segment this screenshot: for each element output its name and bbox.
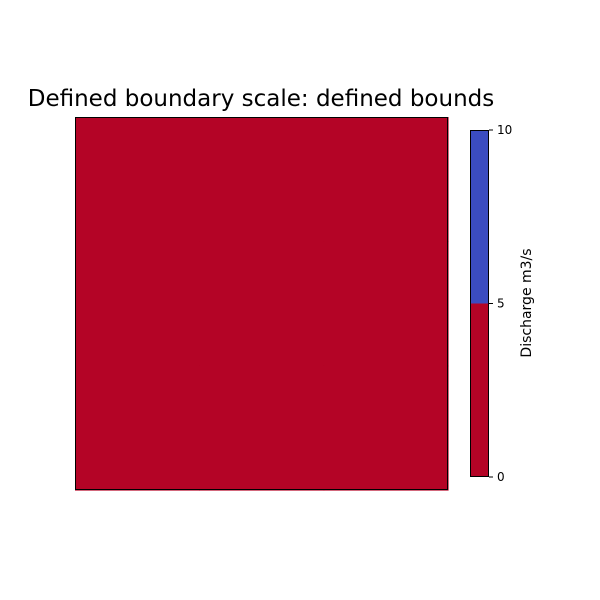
colorbar-ticks: 0 5 10 (489, 123, 512, 484)
chart-title: Defined boundary scale: defined bounds (27, 86, 495, 112)
colorbar-segment (470, 130, 489, 304)
colorbar-tick-label: 10 (497, 123, 512, 137)
colorbar-tick-label: 5 (497, 297, 505, 311)
plot-frame (75, 117, 448, 490)
heatmap-cell (323, 117, 449, 242)
heatmap-cell (199, 365, 325, 491)
colorbar-frame (470, 130, 489, 477)
heatmap-cell (199, 117, 325, 242)
heatmap-cell (75, 365, 200, 491)
heatmap-cell (323, 241, 449, 367)
colorbar-tick-label: 0 (497, 470, 505, 484)
colorbar-segment (470, 303, 489, 477)
heatmap-cells (75, 117, 449, 491)
colorbar (470, 130, 489, 477)
heatmap-cell (199, 241, 325, 367)
colorbar-label: Discharge m3/s (519, 248, 535, 357)
heatmap-cell (75, 241, 200, 367)
heatmap-cell (75, 117, 200, 242)
heatmap-cell (323, 365, 449, 491)
